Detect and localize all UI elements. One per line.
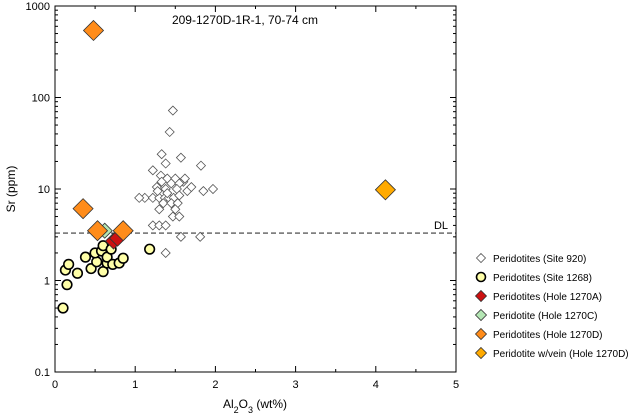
data-point	[160, 220, 171, 231]
x-tick-label: 2	[212, 379, 218, 391]
data-point	[167, 105, 178, 116]
data-point	[170, 204, 181, 215]
data-point	[164, 126, 175, 138]
x-tick-label: 3	[293, 379, 299, 391]
x-axis-label-subscript: 2	[234, 405, 239, 414]
data-point	[162, 188, 173, 199]
series-1	[134, 105, 219, 259]
x-tick-label: 4	[373, 379, 379, 391]
chart-title: 209-1270D-1R-1, 70-74 cm	[172, 13, 318, 27]
data-point	[198, 185, 209, 197]
plot-area	[54, 5, 457, 373]
y-tick-label: 0.1	[35, 367, 50, 379]
legend: Peridotites (Site 920) Peridotites (Site …	[474, 252, 629, 360]
legend-marker	[474, 327, 488, 341]
legend-label: Peridotite (Hole 1270C)	[493, 311, 598, 322]
y-tick-label: 100	[32, 93, 50, 105]
legend-label: Peridotites (Site 920)	[493, 254, 586, 265]
data-point	[195, 231, 206, 242]
legend-marker	[474, 308, 488, 322]
data-point	[374, 179, 396, 201]
data-point	[82, 19, 105, 42]
data-point	[134, 192, 145, 203]
data-point	[175, 152, 186, 163]
detection-limit-label: DL	[434, 220, 448, 232]
legend-marker	[475, 271, 487, 283]
x-axis-label-part: Al	[223, 397, 234, 411]
data-point	[154, 204, 165, 215]
x-axis-label-part: O	[239, 397, 248, 411]
legend-label: Peridotites (Hole 1270D)	[493, 330, 603, 341]
legend-label: Peridotite w/vein (Hole 1270D)	[493, 349, 629, 360]
y-tick-label: 1000	[26, 1, 50, 13]
x-axis-label-subscript: 3	[248, 405, 253, 414]
y-axis: 0.1 1 10 100 1000	[26, 1, 456, 379]
y-axis-label: Sr (ppm)	[4, 166, 18, 213]
series-5	[72, 19, 134, 242]
data-point	[160, 247, 171, 259]
data-point	[156, 149, 167, 160]
data-point	[175, 231, 186, 242]
data-point	[57, 302, 69, 314]
data-point	[144, 243, 156, 255]
y-tick-label: 10	[38, 184, 50, 196]
data-point	[117, 252, 129, 264]
legend-marker	[475, 252, 487, 264]
data-point	[186, 181, 197, 193]
legend-label: Peridotites (Site 1268)	[493, 273, 592, 284]
x-axis: 0 1 2 3 4 5	[52, 6, 459, 391]
x-tick-label: 0	[52, 379, 58, 391]
data-point	[158, 198, 169, 209]
series-6	[374, 179, 396, 201]
data-point	[166, 178, 177, 189]
data-point	[147, 165, 158, 176]
data-point	[91, 256, 103, 268]
legend-marker	[474, 289, 488, 303]
data-point	[71, 267, 84, 279]
data-point	[207, 183, 219, 195]
x-axis-label-part: (wt%)	[253, 397, 287, 411]
data-point	[195, 160, 207, 171]
data-point	[160, 158, 171, 169]
data-point	[179, 173, 190, 184]
data-point	[63, 258, 75, 270]
x-tick-label: 1	[132, 379, 138, 391]
data-point	[86, 220, 109, 242]
data-point	[112, 220, 134, 242]
legend-marker	[474, 346, 488, 360]
data-point	[72, 198, 94, 220]
data-point	[174, 211, 185, 222]
data-point	[152, 185, 163, 197]
x-tick-label: 5	[453, 379, 459, 391]
data-point	[79, 251, 92, 263]
series-layer	[57, 19, 396, 314]
data-point	[156, 176, 167, 187]
x-axis-label: Al2O3 (wt%)	[223, 397, 287, 414]
legend-label: Peridotites (Hole 1270A)	[493, 292, 602, 303]
data-point	[61, 279, 73, 291]
y-tick-label: 1	[44, 276, 50, 288]
